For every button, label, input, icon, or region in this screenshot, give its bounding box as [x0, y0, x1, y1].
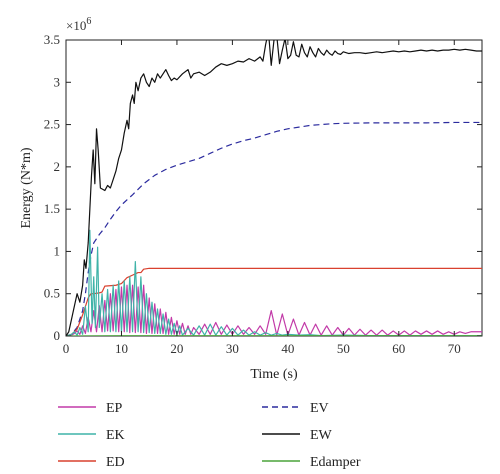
- y-tick-label: 1.5: [44, 201, 60, 216]
- legend-label: EW: [310, 428, 333, 443]
- legend-label: Edamper: [310, 455, 361, 470]
- y-tick-label: 2: [54, 159, 61, 174]
- x-tick-label: 30: [226, 341, 239, 356]
- legend-item-ek: EK: [58, 428, 125, 443]
- x-tick-label: 10: [115, 341, 128, 356]
- y-tick-label: 3: [54, 74, 61, 89]
- y-axis-ticks: 0 0.5 1 1.5 2 2.5 3 3.5: [44, 32, 482, 343]
- series-line-ev: [66, 121, 482, 336]
- y-axis-title: Energy (N*m): [19, 147, 34, 228]
- x-tick-label: 60: [392, 341, 405, 356]
- x-tick-label: 40: [281, 341, 294, 356]
- legend-item-ev: EV: [262, 401, 329, 416]
- x-tick-label: 20: [170, 341, 183, 356]
- y-tick-label: 0: [54, 328, 61, 343]
- plot-area-frame: [65, 39, 483, 337]
- x-axis-title: Time (s): [250, 367, 298, 382]
- series-line-ew: [66, 40, 482, 336]
- x-tick-label: 0: [63, 341, 70, 356]
- y-tick-label: 0.5: [44, 286, 60, 301]
- series-layer: [66, 40, 482, 336]
- legend-label: EP: [106, 401, 123, 416]
- legend-label: EV: [310, 401, 329, 416]
- y-multiplier-label: ×106: [66, 16, 91, 33]
- legend-item-ew: EW: [262, 428, 333, 443]
- legend-label: ED: [106, 455, 125, 470]
- y-tick-label: 1: [54, 243, 61, 258]
- legend-label: EK: [106, 428, 125, 443]
- legend: EP EV EK EW ED Edamper: [58, 401, 361, 470]
- legend-item-edamper: Edamper: [262, 455, 361, 470]
- legend-item-ep: EP: [58, 401, 123, 416]
- x-axis-ticks: 0 10 20 30 40 50 60 70: [63, 40, 461, 356]
- y-tick-label: 2.5: [44, 117, 60, 132]
- legend-item-ed: ED: [58, 455, 125, 470]
- x-tick-label: 70: [448, 341, 461, 356]
- y-tick-label: 3.5: [44, 32, 60, 47]
- x-tick-label: 50: [337, 341, 350, 356]
- series-line-ek: [66, 229, 482, 336]
